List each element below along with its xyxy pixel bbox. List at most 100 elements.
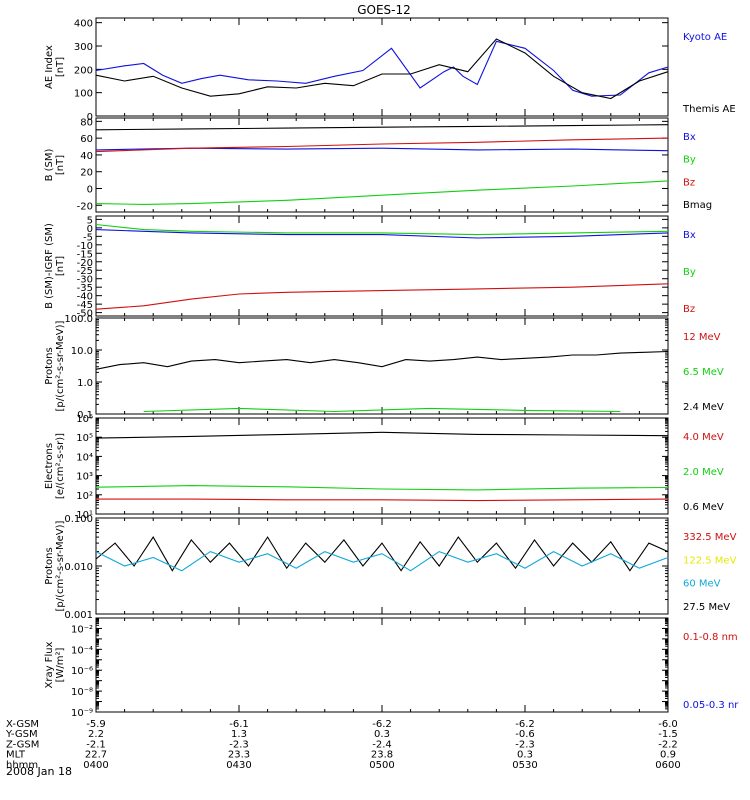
panel-ae: 0 100 200 300 400 AE Index [nT] Kyoto AE Themis … <box>44 17 736 123</box>
legend-entry: Bz <box>683 177 695 188</box>
ephem-value: 0400 <box>83 760 108 771</box>
legend-entry: 332.5 MeV <box>683 532 737 543</box>
ytick-label: 10⁴ <box>76 452 93 463</box>
series-2-4-mev <box>95 350 669 370</box>
ytick-label: 80 <box>80 117 93 128</box>
ephem-value: 2.2 <box>88 729 104 740</box>
ylabel: [W/m²] <box>55 647 66 682</box>
legend-entry: 0.6 MeV <box>683 502 724 513</box>
legend-entry: 12 MeV <box>683 332 721 343</box>
ephem-value: -6.1 <box>229 719 249 730</box>
legend-entry: 4.0 MeV <box>683 432 724 443</box>
ytick-label: -40 <box>77 292 93 303</box>
ephem-value: 0600 <box>655 760 680 771</box>
ylabel: [p/(cm²-s-sr-MeV)] <box>55 320 66 411</box>
series-0-6-mev <box>95 431 669 439</box>
ephem-value: -2.3 <box>515 739 535 750</box>
ephem-value: 0.3 <box>374 729 390 740</box>
ytick-label: 10² <box>76 491 93 502</box>
ytick-label: -50 <box>77 309 93 320</box>
ytick-label: 400 <box>74 19 93 30</box>
legend-entry: Kyoto AE <box>683 32 727 43</box>
ytick-label: 0 <box>87 112 93 123</box>
ytick-label: -15 <box>77 249 93 260</box>
ephemeris-table: X-GSM -5.9 -6.1 -6.2 -6.2 -6.0Y-GSM 2.2 1.3 0.3-… <box>5 719 681 771</box>
ytick-label: 1.0 <box>77 378 93 389</box>
ytick-label: 0 <box>87 224 93 235</box>
ytick-label: 10.0 <box>71 346 93 357</box>
ephem-value: 0530 <box>512 760 537 771</box>
legend-entry: 27.5 MeV <box>683 602 730 613</box>
ytick-label: 200 <box>74 65 93 76</box>
panel-electrons: 10¹ 10² 10³ 10⁴ 10⁵ 10⁶ Electrons [e/(cm²-s-sr)… <box>44 414 724 521</box>
ephem-value: 0500 <box>369 760 394 771</box>
ytick-label: 20 <box>80 168 93 179</box>
legend-entry: Bmag <box>683 200 712 211</box>
series-2-0-mev <box>95 485 669 491</box>
series-bx <box>95 229 669 239</box>
series-60-mev <box>95 550 669 572</box>
ephem-label: Z-GSM <box>6 739 39 750</box>
panel-frame <box>95 317 669 415</box>
ytick-label: 0 <box>87 185 93 196</box>
ylabel: [nT] <box>55 256 66 276</box>
ytick-label: 60 <box>80 134 93 145</box>
series-6-5-mev <box>143 407 621 413</box>
legend-entry: Themis AE <box>682 104 736 115</box>
series-by <box>95 223 669 236</box>
panel-frame <box>95 617 669 713</box>
series-27-5-mev <box>95 536 669 572</box>
legend-entry: 0.1-0.8 nm <box>683 632 738 643</box>
ylabel: [p/(cm²-s-sr-MeV)] <box>55 520 66 611</box>
panel-bsm: -20 0 20 40 60 80 B (SM) [nT] Bx By Bz Bmag <box>44 117 712 213</box>
ytick-label: 10³ <box>76 472 93 483</box>
ytick-label: 0.1 <box>77 410 93 421</box>
ytick-label: 100 <box>74 89 93 100</box>
series-kyoto-ae <box>95 40 669 97</box>
series-bmag <box>95 124 669 131</box>
ytick-label: -20 <box>77 201 93 212</box>
ytick-label: 300 <box>74 42 93 53</box>
series-4-0-mev <box>96 498 669 502</box>
ytick-label: 100.0 <box>64 314 93 325</box>
ephem-value: -0.6 <box>515 729 535 740</box>
ytick-label: -45 <box>77 300 93 311</box>
ylabel: Electrons <box>44 443 55 489</box>
series-bz <box>95 283 669 310</box>
ytick-label: 10⁻⁶ <box>71 666 93 677</box>
ephem-label: hhmm <box>6 760 38 771</box>
ytick-label: -35 <box>77 283 93 294</box>
ytick-label: 0.100 <box>64 514 93 525</box>
ephem-value: -2.1 <box>86 739 106 750</box>
ephem-label: X-GSM <box>6 719 39 730</box>
ephem-value: 0.3 <box>517 750 533 761</box>
series-themis-ae <box>95 38 669 100</box>
ylabel: B (SM)-IGRF (SM) <box>44 223 55 309</box>
ylabel: Protons <box>44 347 55 384</box>
legend-entry: By <box>683 155 696 166</box>
ephem-value: -2.2 <box>658 739 678 750</box>
ephem-value: 23.8 <box>371 750 393 761</box>
chart-title: GOES-12 <box>357 3 411 17</box>
ytick-label: 0.010 <box>64 562 93 573</box>
ytick-label: -30 <box>77 275 93 286</box>
date-label: 2008 Jan 18 <box>6 765 72 778</box>
ytick-label: 10⁶ <box>76 414 93 425</box>
ephem-label: Y-GSM <box>5 729 38 740</box>
ylabel: [nT] <box>55 155 66 175</box>
ytick-label: 5 <box>87 215 93 226</box>
ytick-label: -25 <box>77 266 93 277</box>
ephem-value: -1.5 <box>658 729 678 740</box>
ephem-value: -6.0 <box>658 719 678 730</box>
ephem-value: -5.9 <box>86 719 106 730</box>
ylabel: B (SM) <box>44 148 55 181</box>
ytick-label: 10¹ <box>76 510 93 521</box>
ylabel: [e/(cm²-s-sr)] <box>55 433 66 499</box>
panel-frame <box>95 117 669 213</box>
ytick-label: 10⁻⁸ <box>71 687 93 698</box>
ephem-value: -2.4 <box>372 739 392 750</box>
ephem-value: -6.2 <box>515 719 535 730</box>
